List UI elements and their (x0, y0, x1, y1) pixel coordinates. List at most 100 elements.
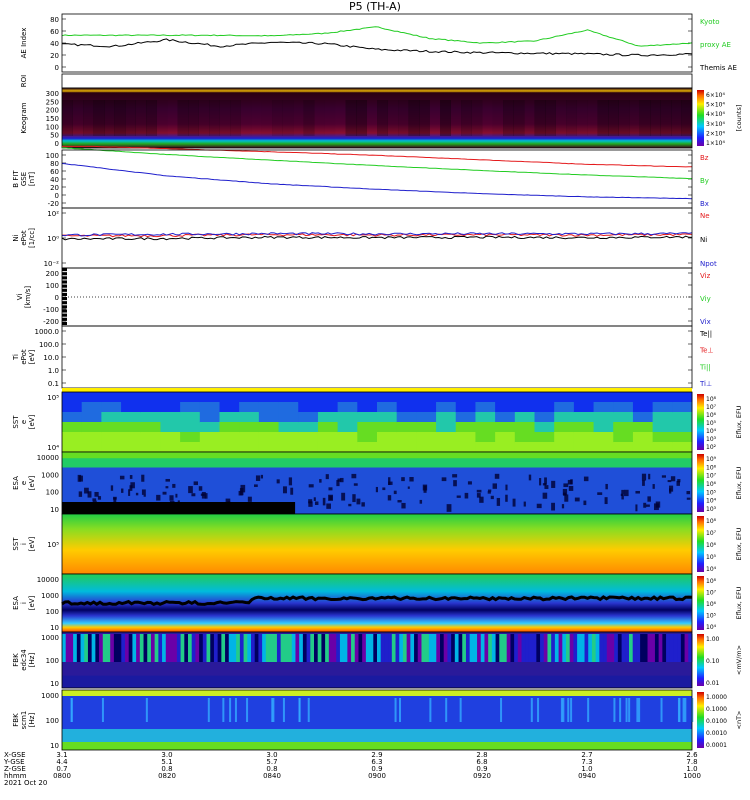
fbk-e-column (176, 634, 182, 662)
esa-e-speckle (328, 487, 333, 491)
fbk-e-column (588, 634, 593, 662)
sst-e-cell (81, 412, 102, 423)
ytick-ae: 20 (50, 52, 59, 60)
fbk-b-streak (562, 698, 565, 722)
fbk-e-column (443, 634, 448, 662)
sst-e-cell (396, 442, 417, 453)
ylabel-fbk_b: FBK (12, 713, 20, 727)
fbk-e-column (188, 634, 193, 662)
sst-e-cell (632, 402, 654, 413)
fbk-e-column (65, 634, 70, 662)
fbk-b-streak (682, 698, 685, 722)
keogram-column (188, 100, 199, 136)
fbk-b-streak (298, 698, 301, 722)
fbk-e-column (314, 634, 319, 662)
sst-e-cell (672, 412, 693, 423)
fbk-e-column (299, 634, 304, 662)
esa-e-speckle (542, 483, 546, 486)
esa-e-speckle (225, 498, 231, 503)
keogram-column (125, 100, 136, 136)
esa-e-speckle (397, 500, 402, 503)
fbk-e-column (106, 634, 111, 662)
sst-e-cell (357, 442, 378, 453)
keogram-column (576, 100, 588, 136)
keogram-column (482, 100, 493, 136)
fbk-e-column (454, 634, 460, 662)
esa-e-speckle (319, 479, 322, 483)
sst-e-cell (573, 432, 595, 443)
ytick-velocity: 200 (46, 270, 59, 278)
colorbar-unit: Eflux, EFU (735, 405, 743, 438)
colorbar-tick: 0.01 (706, 680, 720, 687)
ylabel-temperature: [eV] (28, 349, 36, 364)
ylabel-esa_e: e (20, 481, 28, 485)
footer-value-y: 6.3 (371, 758, 382, 766)
ytick-fbk_e: 1000 (41, 634, 59, 642)
ytick-fbk_e: 100 (46, 657, 59, 665)
sst-e-cell (514, 422, 535, 433)
sst-e-cell (298, 432, 319, 443)
fbk-e-column (584, 634, 589, 662)
keogram-column (251, 100, 262, 136)
fbk-e-column (284, 634, 289, 662)
ytick-density: 10² (47, 210, 59, 218)
sst-e-cell (632, 442, 654, 453)
fbk-e-column (210, 634, 215, 662)
sst-e-cell (377, 432, 398, 443)
fbk-e-column (69, 634, 74, 662)
fbk-e-column (125, 634, 130, 662)
sst-e-cell (573, 392, 595, 403)
footer-row-label: hhmm (4, 772, 27, 780)
ylabel-temperature: ePot (20, 349, 28, 365)
sst-e-cell (121, 432, 142, 443)
ytick-esa_i: 10000 (37, 576, 59, 584)
colorbar-tick: 10⁵ (706, 420, 717, 427)
sst-e-cell (239, 412, 260, 423)
sst-e-cell (613, 402, 634, 413)
fbk-b-streak (684, 698, 687, 722)
footer-value-z: 0.9 (371, 765, 382, 773)
esa-e-speckle (314, 501, 319, 505)
sst-e-cell (101, 402, 122, 413)
esa-e-speckle (635, 504, 638, 512)
sst-e-cell (219, 402, 240, 413)
legend-bx: Bx (700, 200, 709, 208)
fbk-e-low-band (62, 675, 692, 688)
panel-sst_e: SST e [eV]10⁵10⁴10⁸10⁷10⁶10⁵10⁴10³10²Eflux… (12, 388, 743, 453)
sst-e-cell (652, 412, 673, 423)
esa-e-speckle (563, 483, 569, 488)
vi-marker (62, 309, 67, 313)
keogram-column (167, 100, 178, 136)
sst-e-cell (298, 412, 319, 423)
colorbar-tick: 2×10⁴ (706, 130, 725, 137)
keogram-column (534, 100, 546, 136)
sst-e-cell (81, 392, 102, 403)
esa-e-speckle (624, 489, 629, 497)
vi-marker (62, 321, 67, 325)
fbk-e-column (562, 634, 567, 662)
footer-value-y: 7.8 (686, 758, 697, 766)
esa-e-speckle (361, 502, 365, 507)
colorbar-tick: 6×10⁴ (706, 92, 725, 99)
sst-e-cell (514, 402, 535, 413)
ytick-velocity: 100 (46, 282, 59, 290)
sst-e-cell (475, 442, 496, 453)
colorbar-tick: 10⁶ (706, 412, 717, 419)
fbk-e-column (169, 634, 174, 662)
fbk-b-streak (625, 698, 628, 722)
sst-e-cell (258, 412, 280, 423)
footer-value-t: 0820 (158, 772, 176, 780)
sst-e-cell (258, 392, 280, 403)
fbk-e-column (484, 634, 489, 662)
legend-vix: Vix (700, 318, 711, 326)
fbk-e-column (673, 634, 678, 662)
fbk-e-column (647, 634, 652, 662)
sst-e-cell (357, 422, 378, 433)
fbk-b-streak (500, 698, 503, 722)
sst-e-cell (632, 412, 654, 423)
esa-e-speckle (496, 497, 501, 506)
colorbar-tick: 0.10 (706, 658, 720, 665)
fbk-e-column (643, 634, 649, 662)
colorbar-tick: 1.0000 (706, 694, 727, 701)
